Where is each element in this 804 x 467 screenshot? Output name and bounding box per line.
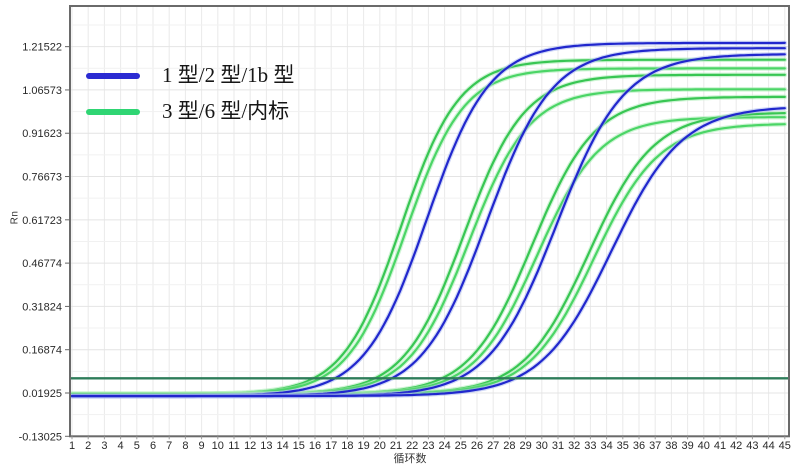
legend: 1 型/2 型/1b 型 3 型/6 型/内标 <box>86 63 295 124</box>
y-tick-label: 1.06573 <box>22 85 62 97</box>
x-tick-label: 13 <box>260 440 272 452</box>
x-tick-label: 9 <box>199 440 205 452</box>
legend-item-green: 3 型/6 型/内标 <box>86 99 294 124</box>
y-tick-label: 0.76673 <box>22 172 62 184</box>
x-tick-label: 5 <box>134 440 140 452</box>
x-tick-label: 45 <box>779 440 791 452</box>
x-tick-label: 10 <box>212 440 224 452</box>
x-tick-label: 31 <box>552 440 564 452</box>
x-tick-label: 26 <box>471 440 483 452</box>
x-tick-label: 2 <box>85 440 91 452</box>
x-tick-label: 18 <box>341 440 353 452</box>
x-tick-label: 25 <box>455 440 467 452</box>
legend-label-green: 3 型/6 型/内标 <box>162 99 290 124</box>
x-tick-label: 3 <box>101 440 107 452</box>
x-tick-label: 11 <box>228 440 239 452</box>
y-tick-label: 0.16874 <box>22 345 62 357</box>
x-tick-label: 6 <box>150 440 156 452</box>
blue-line-swatch-icon <box>86 72 140 79</box>
y-tick-label: 0.46774 <box>22 258 62 270</box>
y-tick-label: 1.21522 <box>22 42 62 54</box>
x-tick-label: 36 <box>633 440 645 452</box>
x-tick-label: 24 <box>438 440 450 452</box>
x-tick-label: 16 <box>309 440 321 452</box>
y-tick-label: 0.91623 <box>22 128 62 140</box>
x-tick-label: 12 <box>244 440 256 452</box>
x-tick-label: 21 <box>390 440 402 452</box>
x-tick-label: 22 <box>406 440 418 452</box>
y-tick-label: 0.61723 <box>22 215 62 227</box>
legend-label-blue: 1 型/2 型/1b 型 <box>162 63 295 87</box>
x-tick-label: 39 <box>681 440 693 452</box>
x-tick-label: 1 <box>69 440 75 452</box>
x-tick-label: 14 <box>276 440 288 452</box>
x-tick-label: 20 <box>374 440 386 452</box>
x-tick-label: 7 <box>166 440 172 452</box>
x-tick-label: 30 <box>536 440 548 452</box>
x-tick-label: 27 <box>487 440 499 452</box>
y-axis-title: Rn <box>9 210 21 225</box>
x-tick-label: 40 <box>698 440 710 452</box>
x-tick-label: 42 <box>730 440 742 452</box>
x-tick-label: 33 <box>584 440 596 452</box>
legend-item-blue: 1 型/2 型/1b 型 <box>86 63 295 87</box>
y-tick-label: -0.13025 <box>19 431 62 443</box>
x-tick-label: 37 <box>649 440 661 452</box>
x-tick-label: 29 <box>519 440 531 452</box>
plot-border <box>69 5 790 438</box>
x-tick-label: 38 <box>665 440 677 452</box>
x-tick-label: 19 <box>357 440 369 452</box>
x-tick-label: 15 <box>293 440 305 452</box>
green-line-swatch-icon <box>86 108 140 115</box>
x-tick-label: 32 <box>568 440 580 452</box>
x-tick-label: 43 <box>746 440 758 452</box>
x-tick-label: 41 <box>714 440 726 452</box>
x-tick-label: 35 <box>617 440 629 452</box>
y-tick-label: 0.31824 <box>22 301 62 313</box>
x-tick-label: 8 <box>182 440 188 452</box>
x-tick-label: 17 <box>325 440 337 452</box>
x-tick-label: 34 <box>600 440 612 452</box>
y-tick-label: 0.01925 <box>22 388 62 400</box>
x-axis-title: 循环数 <box>393 453 427 465</box>
x-tick-label: 44 <box>762 440 774 452</box>
amplification-curve-sample4-blue <box>70 107 786 398</box>
x-tick-label: 28 <box>503 440 515 452</box>
x-tick-label: 4 <box>118 440 124 452</box>
x-tick-label: 23 <box>422 440 434 452</box>
